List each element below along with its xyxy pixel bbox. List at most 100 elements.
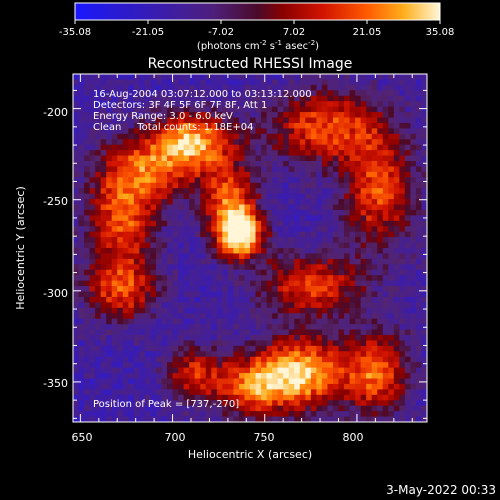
heatmap-cell (238, 340, 245, 347)
heatmap-cell (250, 155, 256, 162)
heatmap-cell (316, 122, 323, 129)
heatmap-cell (294, 95, 301, 102)
heatmap-cell (111, 405, 118, 412)
heatmap-cell (216, 280, 223, 287)
heatmap-cell (139, 269, 146, 276)
heatmap-cell (355, 204, 362, 211)
heatmap-cell (371, 318, 378, 325)
heatmap-cell (155, 150, 162, 156)
heatmap-cell (261, 351, 267, 358)
heatmap-cell (332, 128, 339, 135)
heatmap-cell (355, 351, 362, 358)
heatmap-cell (216, 307, 223, 314)
heatmap-cell (338, 188, 345, 195)
heatmap-cell (283, 166, 290, 173)
heatmap-cell (211, 405, 218, 412)
heatmap-cell (410, 122, 417, 129)
heatmap-cell (382, 389, 389, 396)
heatmap-cell (272, 171, 279, 178)
heatmap-cell (261, 394, 267, 401)
heatmap-cell (327, 74, 334, 80)
heatmap-cell (172, 95, 179, 102)
heatmap-cell (139, 286, 146, 292)
heatmap-cell (272, 79, 279, 86)
heatmap-cell (255, 307, 262, 314)
heatmap-cell (117, 313, 124, 320)
heatmap-cell (377, 291, 384, 298)
heatmap-cell (371, 133, 378, 140)
heatmap-cell (84, 253, 90, 260)
heatmap-cell (344, 90, 350, 97)
heatmap-cell (189, 220, 196, 227)
heatmap-cell (288, 324, 295, 330)
heatmap-cell (122, 90, 129, 97)
heatmap-cell (415, 405, 422, 412)
heatmap-cell (167, 367, 173, 374)
heatmap-cell (349, 286, 356, 292)
heatmap-cell (172, 161, 179, 167)
heatmap-cell (227, 79, 234, 86)
heatmap-cell (299, 231, 306, 238)
heatmap-cell (399, 269, 406, 276)
heatmap-cell (272, 220, 279, 227)
heatmap-cell (100, 139, 107, 146)
heatmap-cell (117, 324, 124, 330)
heatmap-cell (377, 335, 384, 341)
heatmap-cell (189, 199, 196, 205)
heatmap-cell (377, 313, 384, 320)
heatmap-cell (321, 144, 328, 151)
heatmap-cell (327, 128, 334, 135)
heatmap-cell (415, 139, 422, 146)
heatmap-cell (344, 177, 350, 184)
heatmap-cell (172, 264, 179, 271)
heatmap-cell (189, 329, 196, 336)
heatmap-cell (122, 193, 129, 200)
heatmap-cell (355, 411, 362, 417)
heatmap-cell (167, 166, 173, 173)
heatmap-cell (84, 139, 90, 146)
heatmap-cell (216, 117, 223, 124)
heatmap-cell (222, 215, 229, 222)
heatmap-cell (310, 329, 317, 336)
heatmap-cell (415, 367, 422, 374)
heatmap-cell (161, 150, 168, 156)
heatmap-cell (310, 280, 317, 287)
heatmap-cell (255, 411, 262, 417)
heatmap-cell (277, 400, 284, 407)
heatmap-cell (288, 237, 295, 243)
heatmap-cell (106, 269, 113, 276)
heatmap-cell (122, 112, 129, 118)
heatmap-cell (388, 389, 395, 396)
heatmap-cell (388, 95, 395, 102)
heatmap-cell (122, 166, 129, 173)
heatmap-cell (183, 351, 190, 358)
heatmap-cell (360, 188, 367, 195)
heatmap-cell (283, 188, 290, 195)
heatmap-cell (404, 204, 411, 211)
heatmap-cell (106, 248, 113, 254)
heatmap-cell (404, 351, 411, 358)
heatmap-cell (355, 128, 362, 135)
heatmap-cell (321, 313, 328, 320)
heatmap-cell (415, 150, 422, 156)
heatmap-cell (244, 144, 251, 151)
heatmap-cell (211, 101, 218, 108)
heatmap-cell (327, 335, 334, 341)
heatmap-cell (294, 226, 301, 233)
heatmap-cell (227, 253, 234, 260)
heatmap-cell (167, 351, 173, 358)
heatmap-cell (294, 177, 301, 184)
heatmap-cell (128, 237, 135, 243)
heatmap-cell (78, 188, 85, 195)
heatmap-cell (78, 155, 85, 162)
heatmap-cell (106, 220, 113, 227)
heatmap-cell (73, 351, 79, 358)
heatmap-cell (167, 275, 173, 282)
heatmap-cell (382, 286, 389, 292)
heatmap-cell (139, 302, 146, 309)
heatmap-cell (261, 345, 267, 352)
heatmap-cell (194, 215, 201, 222)
heatmap-cell (294, 204, 301, 211)
heatmap-cell (139, 144, 146, 151)
heatmap-cell (360, 367, 367, 374)
